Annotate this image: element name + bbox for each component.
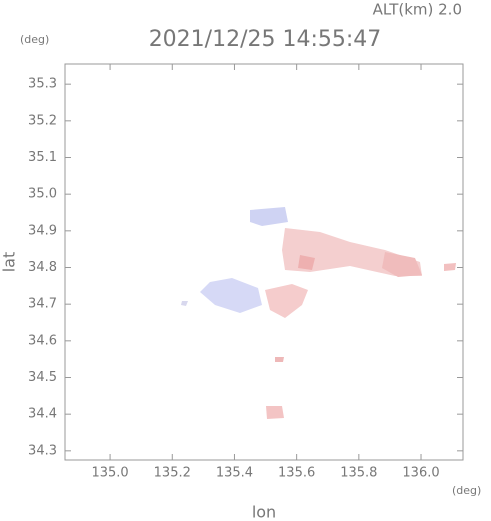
echo (266, 406, 284, 419)
echoes (181, 207, 456, 419)
echo (265, 284, 308, 318)
y-tick-label: 34.4 (28, 407, 57, 422)
echo (250, 207, 288, 226)
x-tick-label: 135.4 (216, 466, 253, 481)
x-unit: (deg) (452, 484, 481, 497)
altitude: ALT(km) 2.0 (373, 1, 462, 19)
echo (181, 301, 188, 306)
echo (382, 252, 422, 277)
x-tick-label: 135.8 (340, 466, 377, 481)
x-tick-label: 136.0 (402, 466, 439, 481)
x-axis-label: lon (252, 503, 276, 521)
y-tick-label: 34.8 (28, 260, 57, 275)
y-tick-label: 34.7 (28, 297, 57, 312)
x-tick-label: 135.0 (91, 466, 128, 481)
echo (275, 357, 284, 362)
echo (200, 278, 262, 313)
y-tick-label: 35.0 (28, 187, 57, 202)
plot-frame (64, 63, 464, 461)
y-tick-label: 35.2 (28, 113, 57, 128)
y-tick-label: 34.6 (28, 333, 57, 348)
echo (298, 255, 315, 270)
y-tick-label: 34.5 (28, 370, 57, 385)
y-tick-label: 35.1 (28, 150, 57, 165)
x-tick-label: 135.6 (278, 466, 315, 481)
echo (444, 263, 456, 271)
chart-title: 2021/12/25 14:55:47 (149, 27, 382, 52)
y-tick-label: 34.9 (28, 223, 57, 238)
y-tick-label: 34.3 (28, 443, 57, 458)
x-tick-label: 135.2 (154, 466, 191, 481)
y-unit: (deg) (20, 33, 49, 46)
y-axis-label: lat (0, 252, 19, 273)
y-tick-label: 35.3 (28, 77, 57, 92)
